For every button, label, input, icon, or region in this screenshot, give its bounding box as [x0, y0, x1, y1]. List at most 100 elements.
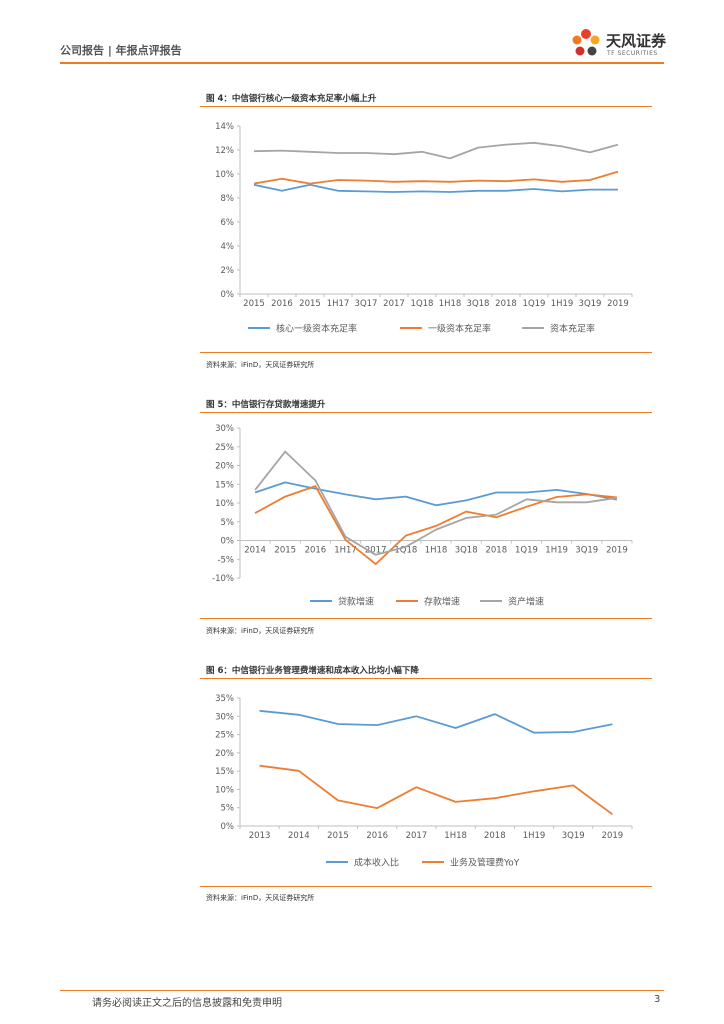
- y-tick-label: 20%: [215, 749, 234, 759]
- y-tick-label: 30%: [215, 712, 234, 722]
- figure-6-title: 图 6：中信银行业务管理费增速和成本收入比均小幅下降: [206, 666, 419, 676]
- flower-logo-icon: [572, 29, 600, 56]
- report-type: 公司报告 | 年报点评报告: [60, 44, 182, 57]
- header-divider: [60, 62, 664, 64]
- y-tick-label: 5%: [221, 518, 235, 528]
- y-tick-label: 4%: [221, 242, 235, 252]
- x-tick-label: 2015: [243, 299, 265, 309]
- figure-6-top-rule: [200, 678, 652, 679]
- y-tick-label: -5%: [217, 555, 234, 565]
- x-tick-label: 3Q19: [575, 546, 598, 556]
- y-tick-label: 20%: [215, 462, 234, 472]
- x-tick-label: 2013: [249, 831, 271, 841]
- x-tick-label: 3Q18: [467, 299, 490, 309]
- figure-6-bottom-rule: [200, 886, 652, 887]
- page-number: 3: [654, 994, 661, 1005]
- legend-label-1: 贷款增速: [338, 596, 374, 608]
- x-tick-label: 2019: [606, 546, 628, 556]
- x-tick-label: 3Q19: [579, 299, 602, 309]
- x-tick-label: 1H18: [444, 831, 467, 841]
- x-tick-label: 1H18: [439, 299, 462, 309]
- y-tick-label: 10%: [215, 785, 234, 795]
- series-line-1: [253, 183, 618, 193]
- y-tick-label: 15%: [215, 480, 234, 490]
- series-line-2: [253, 170, 619, 185]
- y-tick-label: -10%: [212, 574, 234, 584]
- x-tick-label: 1H17: [327, 299, 350, 309]
- figure-6-source: 资料来源：iFinD，天风证券研究所: [206, 894, 315, 902]
- brand-logo: 天风证券 TF SECURITIES: [568, 26, 668, 62]
- x-tick-label: 1H19: [551, 299, 574, 309]
- figure-4-source: 资料来源：iFinD，天风证券研究所: [206, 361, 315, 369]
- y-tick-label: 5%: [221, 804, 235, 814]
- figure-5-top-rule: [200, 412, 652, 413]
- x-tick-label: 2015: [327, 831, 349, 841]
- y-tick-label: 0%: [221, 822, 235, 832]
- series-line-1: [259, 709, 613, 734]
- legend-label-2: 业务及管理费YoY: [450, 857, 520, 869]
- x-tick-label: 1H19: [523, 831, 546, 841]
- x-tick-label: 3Q19: [562, 831, 585, 841]
- figure-4-bottom-rule: [200, 352, 652, 353]
- x-tick-label: 2014: [244, 546, 266, 556]
- x-tick-label: 1Q18: [394, 546, 417, 556]
- x-tick-label: 1Q19: [515, 546, 538, 556]
- y-tick-label: 12%: [215, 146, 234, 156]
- figure-4-chart: 0% 2% 4% 6% 8% 10% 12% 14% 2015 2016 2015 1H17 3Q17 2…: [215, 122, 633, 335]
- x-tick-label: 2014: [288, 831, 310, 841]
- x-tick-label: 2016: [366, 831, 388, 841]
- x-tick-label: 1Q18: [411, 299, 434, 309]
- x-tick-label: 1H18: [425, 546, 448, 556]
- x-tick-label: 3Q18: [455, 546, 478, 556]
- figure-4-title: 图 4：中信银行核心一级资本充足率小幅上升: [206, 94, 377, 104]
- y-tick-label: 25%: [215, 443, 234, 453]
- x-tick-label: 2016: [271, 299, 293, 309]
- y-tick-label: 15%: [215, 767, 234, 777]
- legend-label-2: 一级资本充足率: [428, 323, 491, 335]
- series-line-2: [254, 485, 617, 566]
- figure-6-chart: 0% 5% 10% 15% 20% 25% 30% 35% 2013 2014 2015 2016 20…: [215, 694, 633, 869]
- logo-text-en: TF SECURITIES: [607, 50, 658, 57]
- y-tick-label: 2%: [221, 266, 235, 276]
- legend-label-1: 成本收入比: [354, 857, 399, 869]
- series-line-1: [254, 481, 618, 507]
- logo-text-cn: 天风证券: [606, 32, 667, 50]
- y-tick-label: 35%: [215, 694, 234, 704]
- footer-divider: [60, 990, 664, 991]
- legend-label-2: 存款增速: [424, 596, 460, 608]
- figure-5-source: 资料来源：iFinD，天风证券研究所: [206, 627, 315, 635]
- y-tick-label: 14%: [215, 122, 234, 132]
- x-tick-label: 1Q19: [523, 299, 546, 309]
- x-tick-label: 2019: [607, 299, 629, 309]
- x-tick-label: 2016: [305, 546, 327, 556]
- page-header: 公司报告 | 年报点评报告: [60, 38, 664, 68]
- figure-4-top-rule: [200, 106, 652, 107]
- y-tick-label: 30%: [215, 424, 234, 434]
- x-tick-label: 2015: [299, 299, 321, 309]
- series-line-2: [259, 764, 613, 816]
- x-tick-label: 2019: [602, 831, 624, 841]
- x-tick-label: 3Q17: [355, 299, 378, 309]
- figure-5-title: 图 5：中信银行存贷款增速提升: [206, 400, 326, 410]
- y-tick-label: 25%: [215, 731, 234, 741]
- series-line-3: [253, 141, 619, 160]
- legend-label-3: 资本充足率: [550, 323, 595, 335]
- x-tick-label: 2017: [365, 546, 387, 556]
- legend-label-1: 核心一级资本充足率: [276, 323, 357, 335]
- figure-5-bottom-rule: [200, 618, 652, 619]
- y-tick-label: 10%: [215, 499, 234, 509]
- y-tick-label: 8%: [221, 194, 235, 204]
- x-tick-label: 1H19: [545, 546, 568, 556]
- x-tick-label: 2018: [484, 831, 506, 841]
- x-tick-label: 1H17: [334, 546, 357, 556]
- x-tick-label: 2018: [485, 546, 507, 556]
- x-tick-label: 2017: [406, 831, 428, 841]
- x-tick-label: 2015: [274, 546, 296, 556]
- x-tick-label: 2017: [383, 299, 405, 309]
- footer-disclaimer: 请务必阅读正文之后的信息披露和免责申明: [92, 998, 282, 1009]
- legend-label-3: 资产增速: [508, 596, 544, 608]
- figure-5-chart: -10% -5% 0% 5% 10% 15% 20% 25% 30% 2014 2015 2016 1H…: [212, 424, 633, 608]
- series-line-3: [254, 450, 618, 556]
- x-tick-label: 2018: [495, 299, 517, 309]
- y-tick-label: 6%: [221, 218, 235, 228]
